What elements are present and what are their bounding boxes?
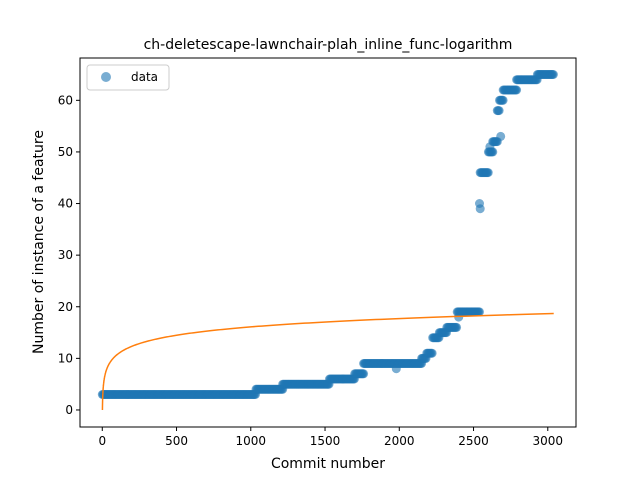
y-tick-label: 20 [58,300,73,314]
x-tick-label: 0 [98,434,106,448]
data-point [483,168,493,178]
y-tick-label: 0 [65,403,73,417]
data-point [496,131,506,141]
data-point [391,364,401,374]
data-point [427,348,437,358]
x-tick-label: 1500 [310,434,341,448]
legend-label-data: data [131,70,158,84]
data-point [494,106,504,116]
fit-line [101,312,554,411]
x-tick-label: 3000 [533,434,564,448]
legend-box [86,64,170,91]
y-tick-label: 10 [58,351,73,365]
data-point [359,369,369,379]
data-point [548,70,558,79]
legend: data [86,64,170,91]
plot-frame [79,57,577,428]
legend-marker [101,72,111,82]
x-tick-label: 500 [165,434,188,448]
y-tick-label: 40 [58,197,73,211]
x-tick-label: 1000 [236,434,267,448]
y-tick-label: 50 [58,145,73,159]
x-tick-label: 2500 [458,434,489,448]
data-point [498,95,508,105]
y-axis-label: Number of instance of a feature [31,130,47,354]
y-tick-label: 30 [58,248,73,262]
x-axis: 0 500 1000 1500 2000 2500 3000 [98,427,563,448]
plot-area [97,70,558,411]
chart-title: ch-deletescape-lawnchair-plah_inline_fun… [144,37,513,53]
y-tick-label: 60 [58,93,73,107]
y-axis: 0 10 20 30 40 50 60 [58,93,80,417]
data-point [475,307,484,317]
data-point [512,85,522,95]
data-point [485,142,495,152]
data-point [475,204,485,214]
x-axis-label: Commit number [271,456,385,472]
x-tick-label: 2000 [384,434,415,448]
data-point [452,322,462,332]
